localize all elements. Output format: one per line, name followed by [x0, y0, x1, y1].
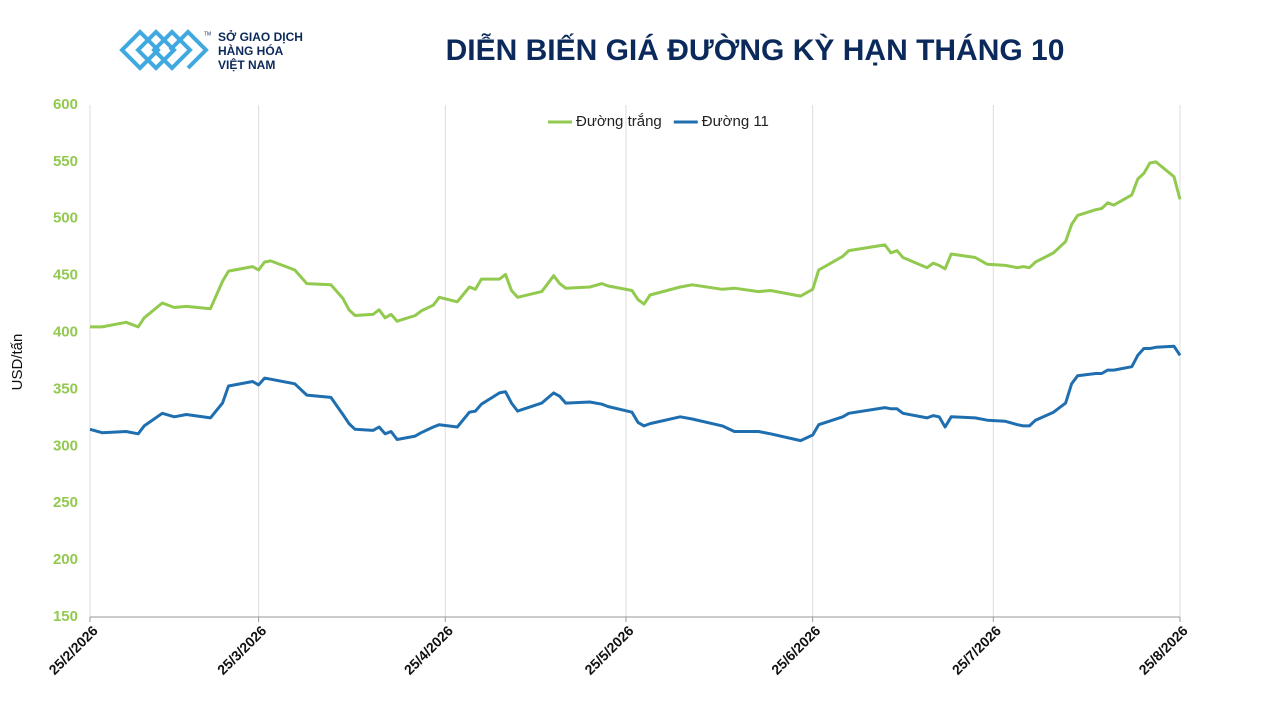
chart-title: DIỄN BIẾN GIÁ ĐƯỜNG KỲ HẠN THÁNG 10	[446, 33, 1065, 67]
logo-shape	[119, 29, 161, 71]
series-line	[89, 344, 1182, 443]
logo-mark: TM	[204, 31, 211, 37]
x-tick-label: 25/7/2026	[949, 622, 1005, 678]
logo-text: VIỆT NAM	[218, 57, 275, 72]
y-tick-label: 550	[53, 153, 78, 170]
x-tick-label: 25/8/2026	[1135, 622, 1191, 678]
y-tick-label: 350	[53, 380, 78, 397]
logo-shape	[151, 29, 193, 71]
y-tick-label: 200	[53, 551, 78, 568]
legend-label: Đường trắng	[576, 113, 662, 130]
y-tick-label: 400	[53, 324, 78, 341]
x-tick-label: 25/4/2026	[401, 622, 457, 678]
logo-text: SỞ GIAO DỊCH	[218, 29, 303, 44]
x-tick-label: 25/2/2026	[45, 622, 101, 678]
y-tick-label: 450	[53, 267, 78, 284]
x-tick-label: 25/6/2026	[768, 622, 824, 678]
x-tick-label: 25/5/2026	[581, 622, 637, 678]
y-tick-label: 600	[53, 96, 78, 113]
y-tick-label: 150	[53, 608, 78, 625]
y-tick-label: 250	[53, 494, 78, 511]
legend-label: Đường 11	[702, 113, 769, 130]
y-tick-label: 300	[53, 437, 78, 454]
series-line	[90, 160, 1182, 329]
x-tick-label: 25/3/2026	[214, 622, 270, 678]
logo	[119, 29, 209, 71]
logo-shape	[168, 29, 209, 70]
logo-text: HÀNG HÓA	[218, 43, 284, 58]
y-tick-label: 500	[53, 210, 78, 227]
y-axis-label: USD/tấn	[9, 334, 26, 391]
logo-shape	[135, 29, 177, 71]
